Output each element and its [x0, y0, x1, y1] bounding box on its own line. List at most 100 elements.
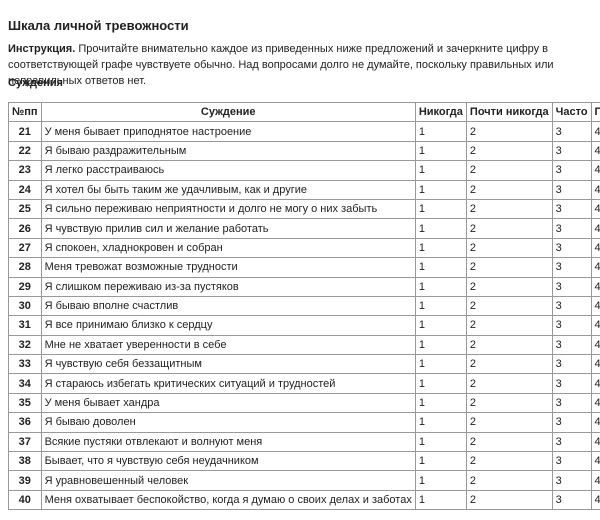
score-option: 3 — [551, 218, 592, 239]
statement: Я стараюсь избегать критических ситуаций… — [40, 373, 416, 394]
row-number: 21 — [8, 121, 42, 142]
score-option: 3 — [551, 198, 592, 220]
table-row: 27 Я спокоен, хладнокровен и собран 1 2 3 4 — [8, 237, 600, 259]
score-option: 1 — [414, 489, 467, 511]
table-row: 35 У меня бывает хандра 1 2 3 4 — [8, 392, 600, 414]
statement: Меня охватывает беспокойство, когда я ду… — [40, 489, 416, 511]
score-option: 3 — [551, 295, 592, 317]
statement: Я бываю раздражительным — [40, 140, 416, 162]
column-header: Почти никогда — [465, 101, 553, 123]
score-option: 2 — [465, 295, 553, 317]
score-option: 2 — [465, 451, 553, 472]
row-number: 26 — [8, 218, 42, 239]
table-row: 25 Я сильно переживаю неприятности и долг… — [8, 198, 600, 220]
score-option: 1 — [414, 257, 467, 278]
statement: Мне не хватает уверенности в себе — [40, 334, 416, 356]
score-option: 1 — [414, 392, 467, 414]
page-title: Шкала личной тревожности — [8, 18, 189, 33]
score-option: 1 — [414, 121, 467, 142]
row-number: 27 — [8, 237, 42, 259]
score-option: 4 — [590, 412, 600, 433]
score-option: 1 — [414, 354, 467, 375]
score-option: 3 — [551, 373, 592, 394]
row-number: 25 — [8, 198, 42, 220]
score-option: 4 — [590, 237, 600, 259]
score-option: 3 — [551, 257, 592, 278]
statement: Я бываю вполне счастлив — [40, 295, 416, 317]
score-option: 1 — [414, 373, 467, 394]
row-number: 35 — [8, 392, 42, 414]
score-option: 4 — [590, 218, 600, 239]
statement: Я легко расстраиваюсь — [40, 160, 416, 181]
score-option: 2 — [465, 140, 553, 162]
score-option: 1 — [414, 276, 467, 297]
statement: Я чувствую себя беззащитным — [40, 354, 416, 375]
column-header: Никогда — [414, 101, 467, 123]
score-option: 1 — [414, 160, 467, 181]
table-row: 23 Я легко расстраиваюсь 1 2 3 4 — [8, 160, 600, 181]
score-option: 1 — [414, 179, 467, 200]
score-option: 2 — [465, 431, 553, 453]
column-header: №пп — [8, 101, 42, 123]
statement: Меня тревожат возможные трудности — [40, 257, 416, 278]
row-number: 32 — [8, 334, 42, 356]
score-option: 3 — [551, 334, 592, 356]
score-option: 1 — [414, 334, 467, 356]
score-option: 1 — [414, 315, 467, 336]
row-number: 39 — [8, 470, 42, 491]
table-row: 21 У меня бывает приподнятое настроение 1 2… — [8, 121, 600, 142]
score-option: 4 — [590, 198, 600, 220]
score-option: 2 — [465, 257, 553, 278]
column-header: Часто — [551, 101, 592, 123]
table-row: 34 Я стараюсь избегать критических ситуац… — [8, 373, 600, 394]
score-option: 3 — [551, 431, 592, 453]
score-option: 4 — [590, 257, 600, 278]
score-option: 4 — [590, 489, 600, 511]
score-option: 3 — [551, 412, 592, 433]
score-option: 4 — [590, 470, 600, 491]
score-option: 1 — [414, 412, 467, 433]
score-option: 4 — [590, 276, 600, 297]
table-row: 26 Я чувствую прилив сил и желание работа… — [8, 218, 600, 239]
score-option: 1 — [414, 295, 467, 317]
statement: У меня бывает приподнятое настроение — [40, 121, 416, 142]
score-option: 4 — [590, 431, 600, 453]
statement: Я уравновешенный человек — [40, 470, 416, 491]
row-number: 24 — [8, 179, 42, 200]
table-row: 36 Я бываю доволен 1 2 3 4 — [8, 412, 600, 433]
score-option: 1 — [414, 198, 467, 220]
score-option: 2 — [465, 276, 553, 297]
statement: Я чувствую прилив сил и желание работать — [40, 218, 416, 239]
table-row: 40 Меня охватывает беспокойство, когда я … — [8, 489, 600, 511]
row-number: 22 — [8, 140, 42, 162]
statement: Я все принимаю близко к сердцу — [40, 315, 416, 336]
table-row: 28 Меня тревожат возможные трудности 1 2 3 4 — [8, 257, 600, 278]
score-option: 3 — [551, 392, 592, 414]
row-number: 36 — [8, 412, 42, 433]
score-option: 2 — [465, 218, 553, 239]
instruction: Инструкция. Прочитайте внимательно каждо… — [8, 41, 598, 89]
score-option: 3 — [551, 179, 592, 200]
score-option: 4 — [590, 160, 600, 181]
score-option: 3 — [551, 489, 592, 511]
score-option: 3 — [551, 451, 592, 472]
score-option: 3 — [551, 121, 592, 142]
score-option: 3 — [551, 160, 592, 181]
score-option: 3 — [551, 237, 592, 259]
table-row: 38 Бывает, что я чувствую себя неудачнико… — [8, 451, 600, 472]
instruction-label: Инструкция. — [8, 43, 76, 55]
table-row: 29 Я слишком переживаю из-за пустяков 1 2 3 4 — [8, 276, 600, 297]
score-option: 2 — [465, 237, 553, 259]
table-row: 22 Я бываю раздражительным 1 2 3 4 — [8, 140, 600, 162]
section-title: Суждения — [8, 77, 63, 89]
score-option: 1 — [414, 451, 467, 472]
score-option: 2 — [465, 470, 553, 491]
score-option: 2 — [465, 315, 553, 336]
statement: Я бываю доволен — [40, 412, 416, 433]
column-header: Суждение — [40, 101, 416, 123]
score-option: 4 — [590, 295, 600, 317]
statement: Всякие пустяки отвлекают и волнуют меня — [40, 431, 416, 453]
score-option: 3 — [551, 140, 592, 162]
